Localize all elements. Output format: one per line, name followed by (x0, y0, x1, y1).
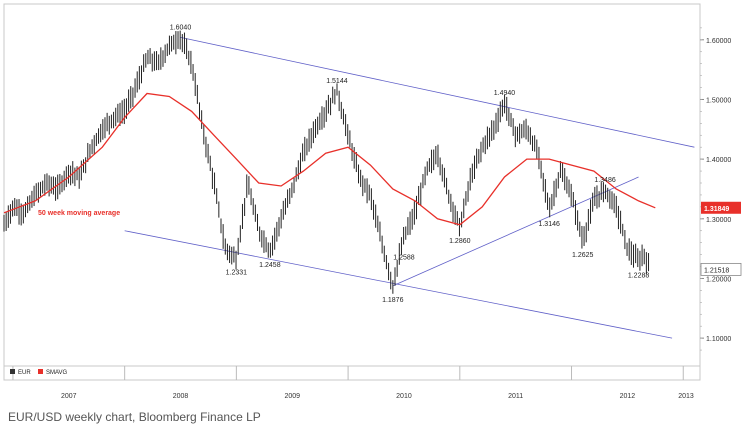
price-annotation: 1.2288 (628, 272, 650, 279)
trendline (180, 37, 695, 148)
ma-last-value-label: 1.31849 (704, 206, 729, 213)
x-tick-label: 2008 (173, 393, 189, 400)
price-annotation: 1.3486 (594, 177, 616, 184)
trendline (124, 230, 673, 339)
y-tick-label: 1.50000 (706, 97, 731, 104)
x-tick-label: 2009 (284, 393, 300, 400)
ma-last-value-box (701, 201, 741, 214)
price-annotation: 1.5144 (326, 78, 348, 85)
trendline (392, 176, 639, 287)
price-annotation: 1.3146 (538, 221, 560, 228)
legend-label: SMAVG (46, 370, 68, 376)
price-annotation: 1.1876 (382, 297, 404, 304)
y-tick-label: 1.60000 (706, 38, 731, 45)
y-tick-label: 1.40000 (706, 157, 731, 164)
legend-swatch (38, 369, 43, 374)
price-annotation: 1.2860 (449, 238, 471, 245)
x-tick-label: 2012 (620, 393, 636, 400)
x-tick-label: 2013 (678, 393, 694, 400)
y-tick-label: 1.10000 (706, 336, 731, 343)
price-annotation: 1.4940 (494, 90, 516, 97)
price-annotation: 1.2331 (226, 270, 248, 277)
chart-caption: EUR/USD weekly chart, Bloomberg Finance … (8, 410, 261, 424)
moving-average-label: 50 week moving average (38, 210, 120, 217)
eur-last-value-label: 1.21518 (704, 267, 729, 274)
eur-last-value-box (700, 262, 742, 276)
price-annotation: 1.2625 (572, 252, 594, 259)
x-tick-label: 2007 (61, 393, 77, 400)
moving-average-line (3, 92, 656, 226)
x-tick-label: 2010 (396, 393, 412, 400)
legend-swatch (10, 369, 15, 374)
price-annotation: 1.2458 (259, 262, 281, 269)
x-tick-label: 2011 (508, 393, 523, 400)
price-annotation: 1.2588 (393, 254, 415, 261)
plot-frame (3, 3, 701, 381)
y-tick-label: 1.30000 (706, 217, 731, 224)
price-annotation: 1.6040 (170, 24, 192, 31)
y-tick-label: 1.20000 (706, 276, 731, 283)
legend-label: EUR (18, 370, 31, 376)
